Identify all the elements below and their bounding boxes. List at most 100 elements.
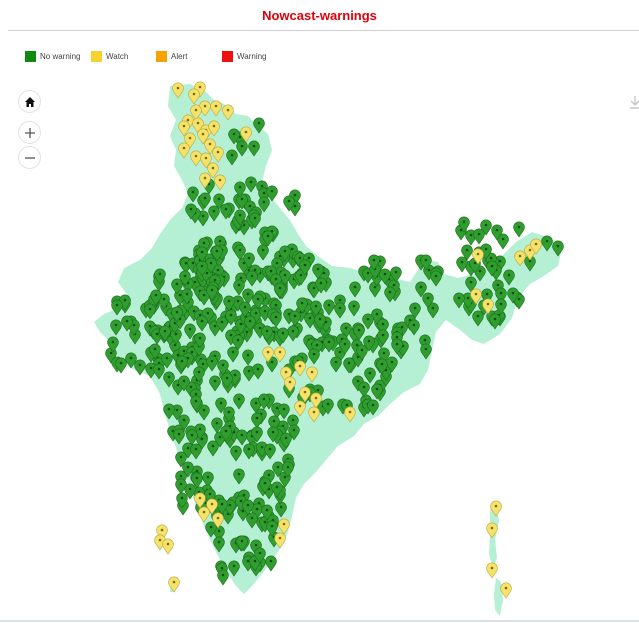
no-warning-marker[interactable] — [171, 278, 183, 295]
watch-marker[interactable] — [514, 250, 526, 267]
no-warning-marker[interactable] — [198, 237, 210, 254]
watch-marker[interactable] — [206, 498, 218, 515]
no-warning-marker[interactable] — [261, 325, 273, 342]
no-warning-marker[interactable] — [243, 443, 255, 460]
no-warning-marker[interactable] — [173, 428, 185, 445]
watch-marker[interactable] — [284, 376, 296, 393]
no-warning-marker[interactable] — [193, 366, 205, 383]
no-warning-marker[interactable] — [206, 284, 218, 301]
watch-marker[interactable] — [178, 120, 190, 137]
watch-marker[interactable] — [530, 238, 542, 255]
no-warning-marker[interactable] — [456, 256, 468, 273]
watch-marker[interactable] — [214, 174, 226, 191]
no-warning-marker[interactable] — [199, 192, 211, 209]
no-warning-marker[interactable] — [362, 313, 374, 330]
watch-marker[interactable] — [344, 406, 356, 423]
zoom-out-button[interactable] — [18, 146, 41, 169]
no-warning-marker[interactable] — [261, 504, 273, 521]
no-warning-marker[interactable] — [227, 346, 239, 363]
no-warning-marker[interactable] — [251, 412, 263, 429]
watch-marker[interactable] — [178, 142, 190, 159]
no-warning-marker[interactable] — [377, 329, 389, 346]
no-warning-marker[interactable] — [163, 403, 175, 420]
no-warning-marker[interactable] — [430, 270, 442, 287]
no-warning-marker[interactable] — [205, 521, 217, 538]
legend-item-watch[interactable]: Watch — [91, 51, 128, 62]
no-warning-marker[interactable] — [353, 324, 365, 341]
no-warning-marker[interactable] — [367, 399, 379, 416]
no-warning-marker[interactable] — [363, 335, 375, 352]
no-warning-marker[interactable] — [217, 569, 229, 586]
no-warning-marker[interactable] — [497, 233, 509, 250]
no-warning-marker[interactable] — [280, 432, 292, 449]
no-warning-marker[interactable] — [408, 319, 420, 336]
no-warning-marker[interactable] — [202, 307, 214, 324]
watch-marker[interactable] — [197, 128, 209, 145]
watch-marker[interactable] — [310, 392, 322, 409]
watch-marker[interactable] — [500, 582, 512, 599]
no-warning-marker[interactable] — [265, 265, 277, 282]
no-warning-marker[interactable] — [178, 414, 190, 431]
no-warning-marker[interactable] — [254, 547, 266, 564]
no-warning-marker[interactable] — [191, 472, 203, 489]
watch-marker[interactable] — [188, 88, 200, 105]
no-warning-marker[interactable] — [422, 292, 434, 309]
no-warning-marker[interactable] — [111, 299, 123, 316]
no-warning-marker[interactable] — [223, 406, 235, 423]
no-warning-marker[interactable] — [236, 535, 248, 552]
no-warning-marker[interactable] — [364, 367, 376, 384]
no-warning-marker[interactable] — [110, 319, 122, 336]
no-warning-marker[interactable] — [259, 477, 271, 494]
no-warning-marker[interactable] — [296, 297, 308, 314]
no-warning-marker[interactable] — [107, 336, 119, 353]
no-warning-marker[interactable] — [150, 289, 162, 306]
no-warning-marker[interactable] — [197, 358, 209, 375]
no-warning-marker[interactable] — [217, 359, 229, 376]
no-warning-marker[interactable] — [277, 327, 289, 344]
watch-marker[interactable] — [280, 366, 292, 383]
no-warning-marker[interactable] — [349, 281, 361, 298]
no-warning-marker[interactable] — [221, 372, 233, 389]
no-warning-marker[interactable] — [376, 358, 388, 375]
watch-marker[interactable] — [156, 524, 168, 541]
watch-marker[interactable] — [294, 400, 306, 417]
no-warning-marker[interactable] — [310, 300, 322, 317]
no-warning-marker[interactable] — [250, 539, 262, 556]
no-warning-marker[interactable] — [185, 203, 197, 220]
no-warning-marker[interactable] — [391, 338, 403, 355]
legend-item-alert[interactable]: Alert — [156, 51, 187, 62]
watch-marker[interactable] — [208, 120, 220, 137]
no-warning-marker[interactable] — [473, 228, 485, 245]
no-warning-marker[interactable] — [339, 338, 351, 355]
no-warning-marker[interactable] — [314, 313, 326, 330]
watch-marker[interactable] — [198, 506, 210, 523]
watch-marker[interactable] — [190, 104, 202, 121]
no-warning-marker[interactable] — [176, 492, 188, 509]
no-warning-marker[interactable] — [213, 536, 225, 553]
no-warning-marker[interactable] — [299, 259, 311, 276]
watch-marker[interactable] — [299, 386, 311, 403]
no-warning-marker[interactable] — [279, 245, 291, 262]
watch-marker[interactable] — [472, 248, 484, 265]
no-warning-marker[interactable] — [252, 363, 264, 380]
no-warning-marker[interactable] — [288, 424, 300, 441]
watch-marker[interactable] — [278, 518, 290, 535]
no-warning-marker[interactable] — [420, 254, 432, 271]
no-warning-marker[interactable] — [415, 281, 427, 298]
no-warning-marker[interactable] — [491, 224, 503, 241]
no-warning-marker[interactable] — [239, 301, 251, 318]
no-warning-marker[interactable] — [207, 440, 219, 457]
no-warning-marker[interactable] — [223, 295, 235, 312]
no-warning-marker[interactable] — [211, 417, 223, 434]
watch-marker[interactable] — [199, 172, 211, 189]
no-warning-marker[interactable] — [243, 252, 255, 269]
watch-marker[interactable] — [486, 562, 498, 579]
no-warning-marker[interactable] — [253, 117, 265, 134]
no-warning-marker[interactable] — [271, 257, 283, 274]
watch-marker[interactable] — [212, 512, 224, 529]
no-warning-marker[interactable] — [495, 287, 507, 304]
no-warning-marker[interactable] — [171, 306, 183, 323]
zoom-in-button[interactable] — [18, 121, 41, 144]
no-warning-marker[interactable] — [378, 347, 390, 364]
no-warning-marker[interactable] — [236, 140, 248, 157]
